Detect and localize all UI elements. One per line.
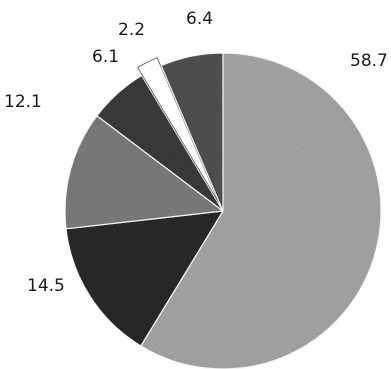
- pie-slice-2: [65, 210, 225, 347]
- pie-slice-label-4: 6.1: [92, 47, 119, 67]
- pie-slice-label-5: 2.2: [118, 20, 145, 40]
- pie-slice-label-2: 14.5: [27, 276, 65, 296]
- pie-slice-label-3: 12.1: [4, 92, 42, 112]
- pie-labels: 58.7 14.5 12.1 6.1 2.2 6.4: [4, 9, 388, 296]
- pie-slice-6: [160, 52, 224, 212]
- pie-slice-4: [96, 74, 224, 212]
- pie-slice-label-6: 6.4: [186, 9, 213, 29]
- pie-slice-5: [137, 57, 220, 204]
- pie-slices: [64, 52, 382, 369]
- pie-slice-3: [64, 114, 225, 230]
- pie-slice-label-1: 58.7: [350, 51, 388, 71]
